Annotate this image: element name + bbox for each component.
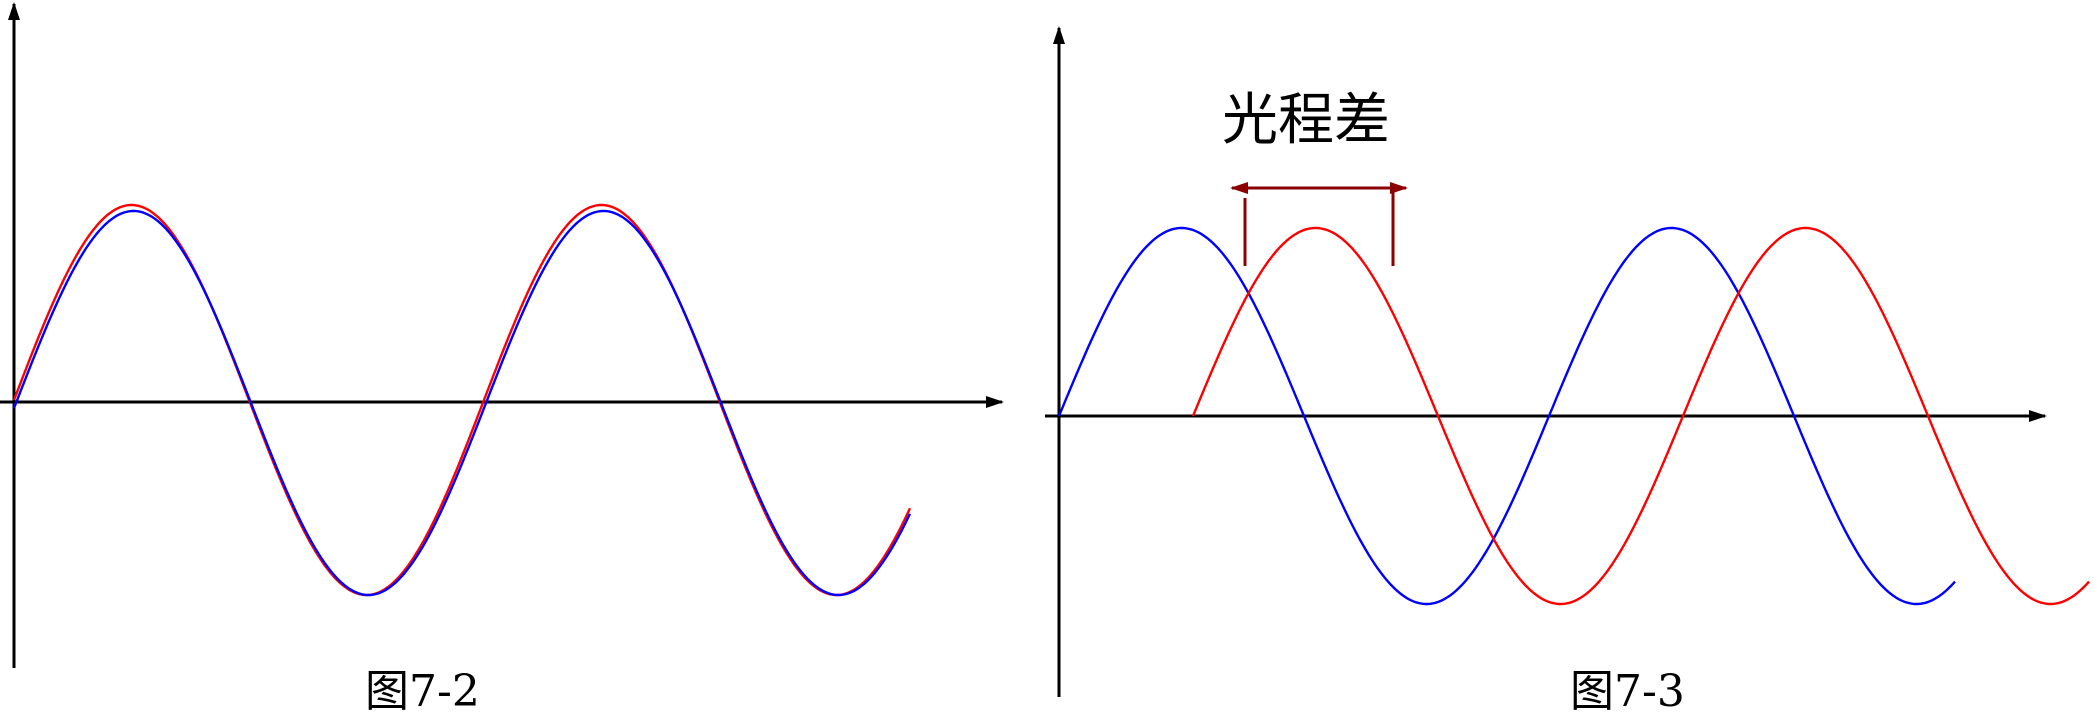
path-difference-marker <box>1230 182 1408 266</box>
path-difference-label: 光程差 <box>1222 88 1390 153</box>
wave-blue <box>12 209 912 597</box>
wave-red <box>12 203 912 597</box>
wave-red <box>1191 226 2090 606</box>
figure-caption: 图7-2 <box>365 666 480 717</box>
figure-caption: 图7-3 <box>1570 666 1685 717</box>
figure-7-2 <box>0 2 1004 668</box>
wave-blue <box>1057 226 1956 606</box>
figure-7-3 <box>1045 26 2090 697</box>
